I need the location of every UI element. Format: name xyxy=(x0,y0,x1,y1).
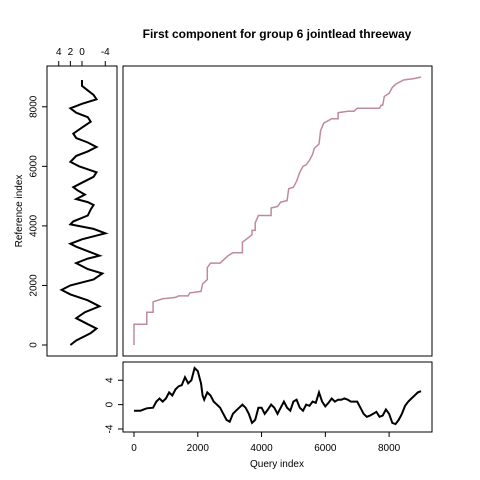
reference-series-line xyxy=(59,80,109,346)
y-axis-label: Reference index xyxy=(14,175,25,248)
warping-path-panel-frame xyxy=(122,65,433,357)
reference-x-tick-label: 4 xyxy=(56,47,62,58)
query-x-tick-label: 2000 xyxy=(187,443,210,454)
reference-y-tick-label: 6000 xyxy=(29,155,40,178)
reference-y-tick-label: 8000 xyxy=(29,95,40,118)
warping-path-panel xyxy=(122,65,433,357)
query-x-tick-label: 8000 xyxy=(378,443,401,454)
reference-x-tick-label: 2 xyxy=(68,47,74,58)
reference-y-tick-label: 2000 xyxy=(29,274,40,297)
reference-y-tick-label: 4000 xyxy=(29,214,40,237)
query-series-axes: 0 2000 4000 6000 8000 -4 0 4 xyxy=(105,377,401,454)
query-y-tick-label: 0 xyxy=(105,401,116,407)
query-series-line xyxy=(134,366,422,426)
reference-y-tick-label: 0 xyxy=(29,342,40,348)
query-y-tick-label: 4 xyxy=(105,377,116,383)
query-x-tick-label: 6000 xyxy=(314,443,337,454)
query-x-tick-label: 0 xyxy=(131,443,137,454)
reference-x-tick-label: 0 xyxy=(79,47,85,58)
query-y-tick-label: -4 xyxy=(105,424,116,433)
x-axis-label: Query index xyxy=(250,459,304,470)
chart-title: First component for group 6 jointlead th… xyxy=(143,27,412,41)
warping-path-line xyxy=(133,76,422,345)
query-x-tick-label: 4000 xyxy=(250,443,273,454)
query-series-panel: 0 2000 4000 6000 8000 -4 0 4 xyxy=(105,361,433,454)
query-panel-frame xyxy=(122,361,433,433)
reference-panel-frame xyxy=(46,65,118,357)
reference-x-tick-label: -4 xyxy=(101,47,110,58)
